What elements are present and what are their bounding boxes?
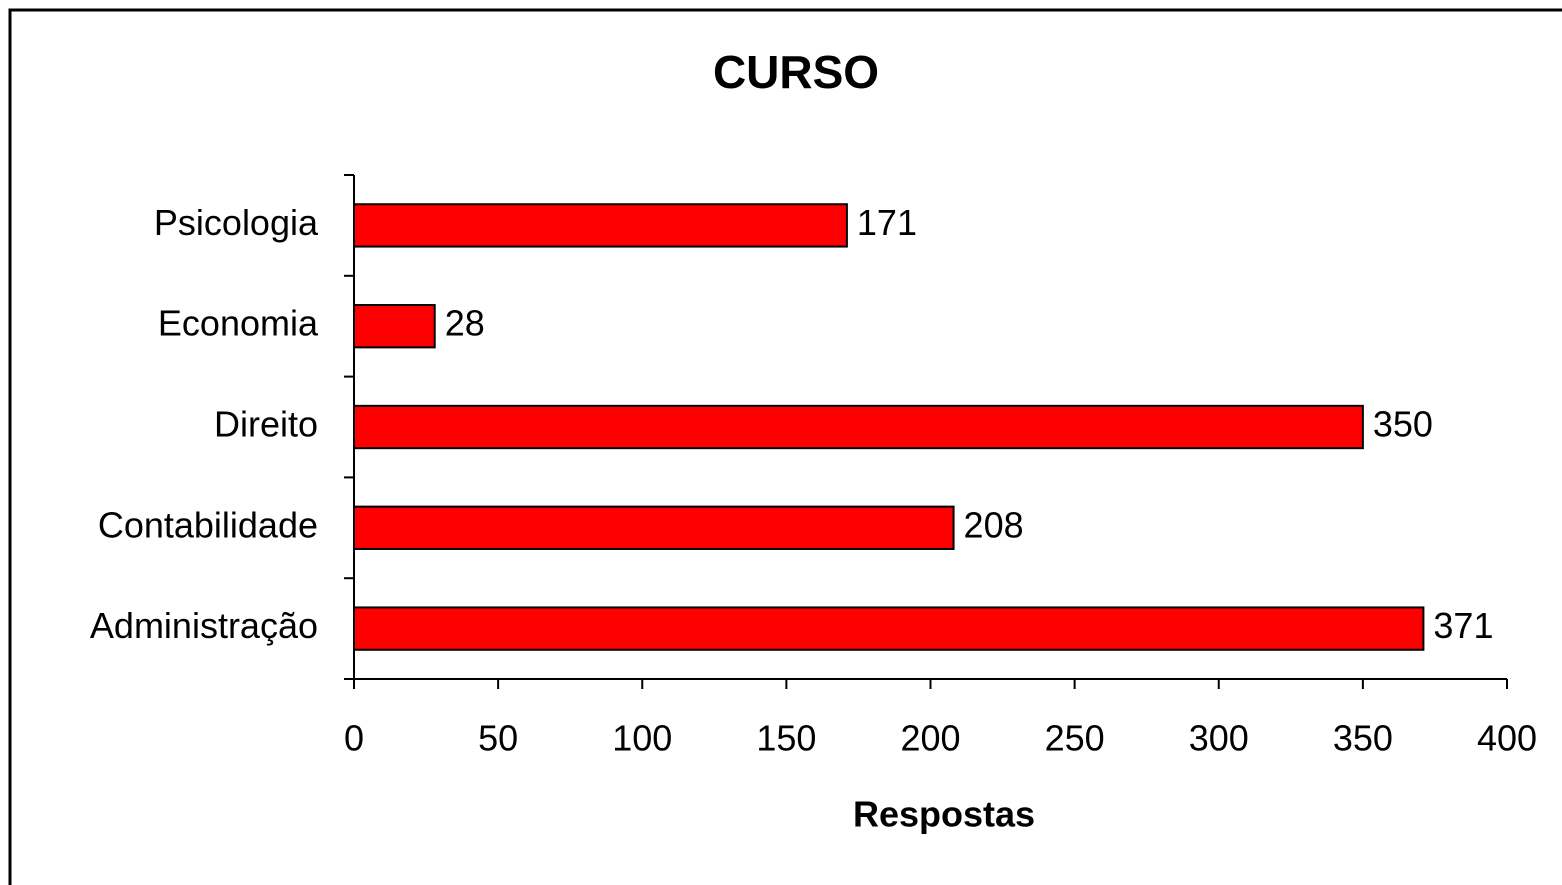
x-axis-label: Respostas — [853, 794, 1035, 835]
data-label: 171 — [857, 202, 917, 243]
x-tick-label: 0 — [344, 718, 364, 759]
x-tick-label: 150 — [756, 718, 816, 759]
y-tick-label: Psicologia — [154, 202, 319, 243]
chart-title: CURSO — [713, 46, 879, 98]
y-tick-label: Administração — [90, 605, 318, 646]
data-label: 208 — [964, 504, 1024, 545]
data-label: 371 — [1433, 605, 1493, 646]
x-tick-label: 350 — [1333, 718, 1393, 759]
x-tick-label: 300 — [1189, 718, 1249, 759]
x-tick-label: 50 — [478, 718, 518, 759]
x-tick-label: 250 — [1045, 718, 1105, 759]
bar — [353, 505, 955, 550]
bar — [353, 606, 1425, 651]
y-tick-label: Economia — [158, 303, 319, 344]
x-tick-label: 100 — [612, 718, 672, 759]
x-tick-label: 400 — [1477, 718, 1537, 759]
y-tick-label: Contabilidade — [98, 504, 318, 545]
data-label: 350 — [1373, 404, 1433, 445]
bar — [353, 203, 848, 248]
data-label: 28 — [445, 303, 485, 344]
bar — [353, 404, 1364, 450]
y-tick-label: Direito — [214, 404, 318, 445]
x-tick-label: 200 — [900, 718, 960, 759]
bar — [353, 304, 436, 349]
